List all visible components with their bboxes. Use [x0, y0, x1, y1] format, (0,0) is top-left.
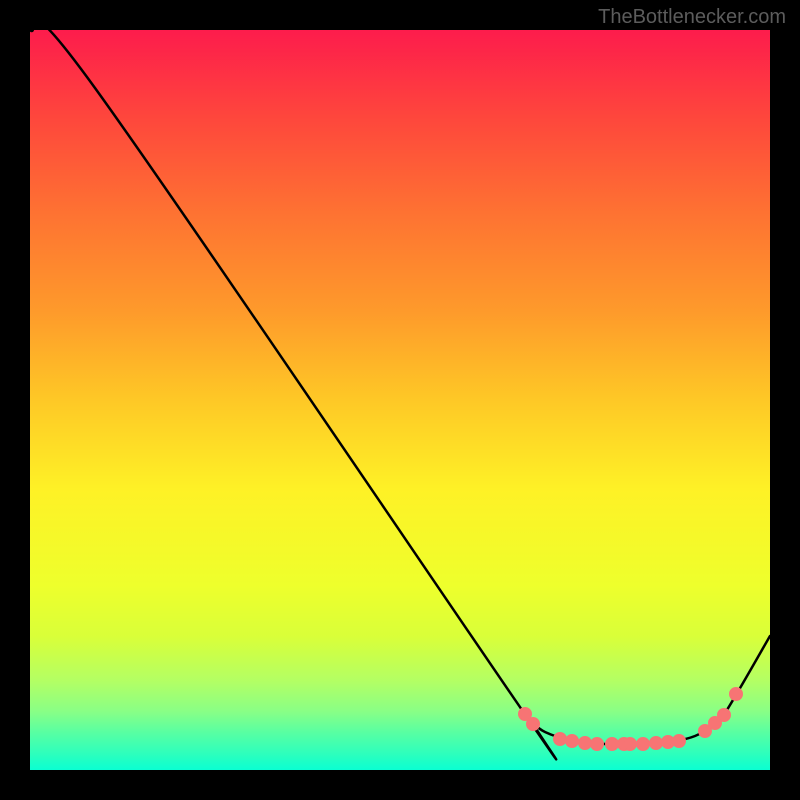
chart-marker [554, 733, 567, 746]
chart-background [30, 30, 770, 770]
chart-svg [30, 30, 770, 770]
watermark-text: TheBottlenecker.com [598, 6, 786, 29]
chart-marker [673, 735, 686, 748]
chart-plot-area [30, 30, 770, 770]
chart-marker [650, 737, 663, 750]
chart-marker [624, 738, 637, 751]
chart-marker [718, 709, 731, 722]
chart-marker [566, 735, 579, 748]
chart-marker [606, 738, 619, 751]
chart-marker [527, 718, 540, 731]
chart-marker [637, 738, 650, 751]
chart-marker [579, 737, 592, 750]
chart-marker [730, 688, 743, 701]
chart-marker [591, 738, 604, 751]
